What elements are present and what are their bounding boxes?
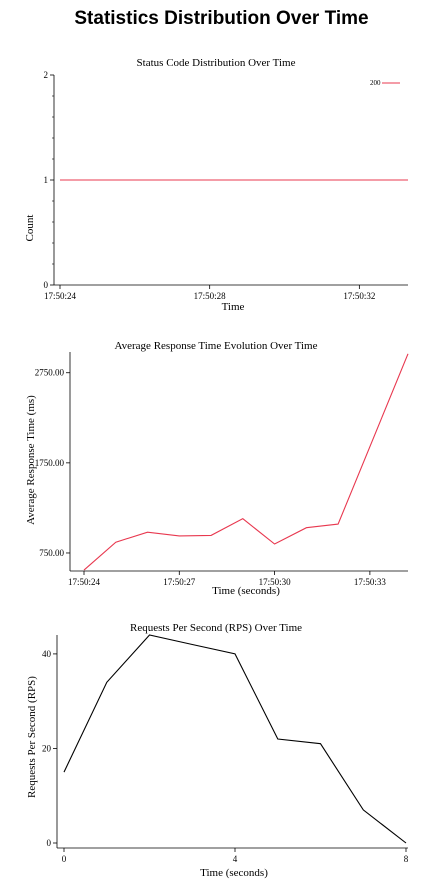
y-tick-label: 750.00 bbox=[39, 548, 64, 558]
x-tick-label: 17:50:32 bbox=[343, 291, 375, 301]
series-line bbox=[63, 634, 407, 844]
y-ticks: 750.00 1750.00 2750.00 bbox=[35, 368, 70, 558]
y-tick-label: 1 bbox=[44, 175, 49, 185]
x-axis-label: Time (seconds) bbox=[212, 585, 280, 597]
y-tick-label: 0 bbox=[47, 838, 52, 848]
x-ticks: 0 4 8 bbox=[62, 848, 409, 864]
x-tick-label: 4 bbox=[233, 854, 238, 864]
y-axis-label: Count bbox=[24, 215, 36, 242]
series-group bbox=[83, 353, 409, 571]
chart-title: Average Response Time Evolution Over Tim… bbox=[115, 340, 318, 352]
chart-title: Status Code Distribution Over Time bbox=[137, 57, 296, 69]
y-tick-label: 40 bbox=[42, 649, 52, 659]
series-line bbox=[83, 353, 409, 571]
x-tick-label: 17:50:33 bbox=[354, 577, 387, 587]
y-tick-label: 2 bbox=[44, 70, 49, 80]
x-tick-label: 17:50:24 bbox=[68, 577, 101, 587]
x-tick-label: 17:50:28 bbox=[194, 291, 227, 301]
x-tick-label: 0 bbox=[62, 854, 67, 864]
y-ticks: 0 20 40 bbox=[42, 649, 57, 848]
y-tick-label: 0 bbox=[44, 280, 49, 290]
page-title: Statistics Distribution Over Time bbox=[74, 8, 369, 29]
legend: 200 bbox=[370, 79, 400, 87]
x-axis-label: Time bbox=[222, 301, 245, 313]
rps-chart: Requests Per Second (RPS) Over Time 0 20 4… bbox=[26, 622, 409, 879]
y-ticks: 0 1 2 bbox=[44, 70, 54, 290]
response-time-chart: Average Response Time Evolution Over Tim… bbox=[25, 340, 409, 597]
y-tick-label: 20 bbox=[42, 743, 52, 753]
y-tick-label: 2750.00 bbox=[35, 368, 65, 378]
y-tick-label: 1750.00 bbox=[35, 458, 65, 468]
series-group bbox=[63, 634, 407, 844]
x-tick-label: 17:50:24 bbox=[44, 291, 77, 301]
x-tick-label: 8 bbox=[404, 854, 409, 864]
x-ticks: 17:50:24 17:50:27 17:50:30 17:50:33 bbox=[68, 571, 386, 587]
status-code-chart: Status Code Distribution Over Time 0 1 2 1… bbox=[24, 57, 408, 313]
x-tick-label: 17:50:30 bbox=[259, 577, 292, 587]
y-axis-label: Average Response Time (ms) bbox=[25, 395, 37, 525]
chart-title: Requests Per Second (RPS) Over Time bbox=[130, 622, 302, 634]
y-axis-label: Requests Per Second (RPS) bbox=[26, 676, 38, 798]
x-ticks: 17:50:24 17:50:28 17:50:32 bbox=[44, 285, 375, 301]
legend-label: 200 bbox=[370, 79, 381, 87]
x-axis-label: Time (seconds) bbox=[200, 867, 268, 879]
x-tick-label: 17:50:27 bbox=[163, 577, 196, 587]
